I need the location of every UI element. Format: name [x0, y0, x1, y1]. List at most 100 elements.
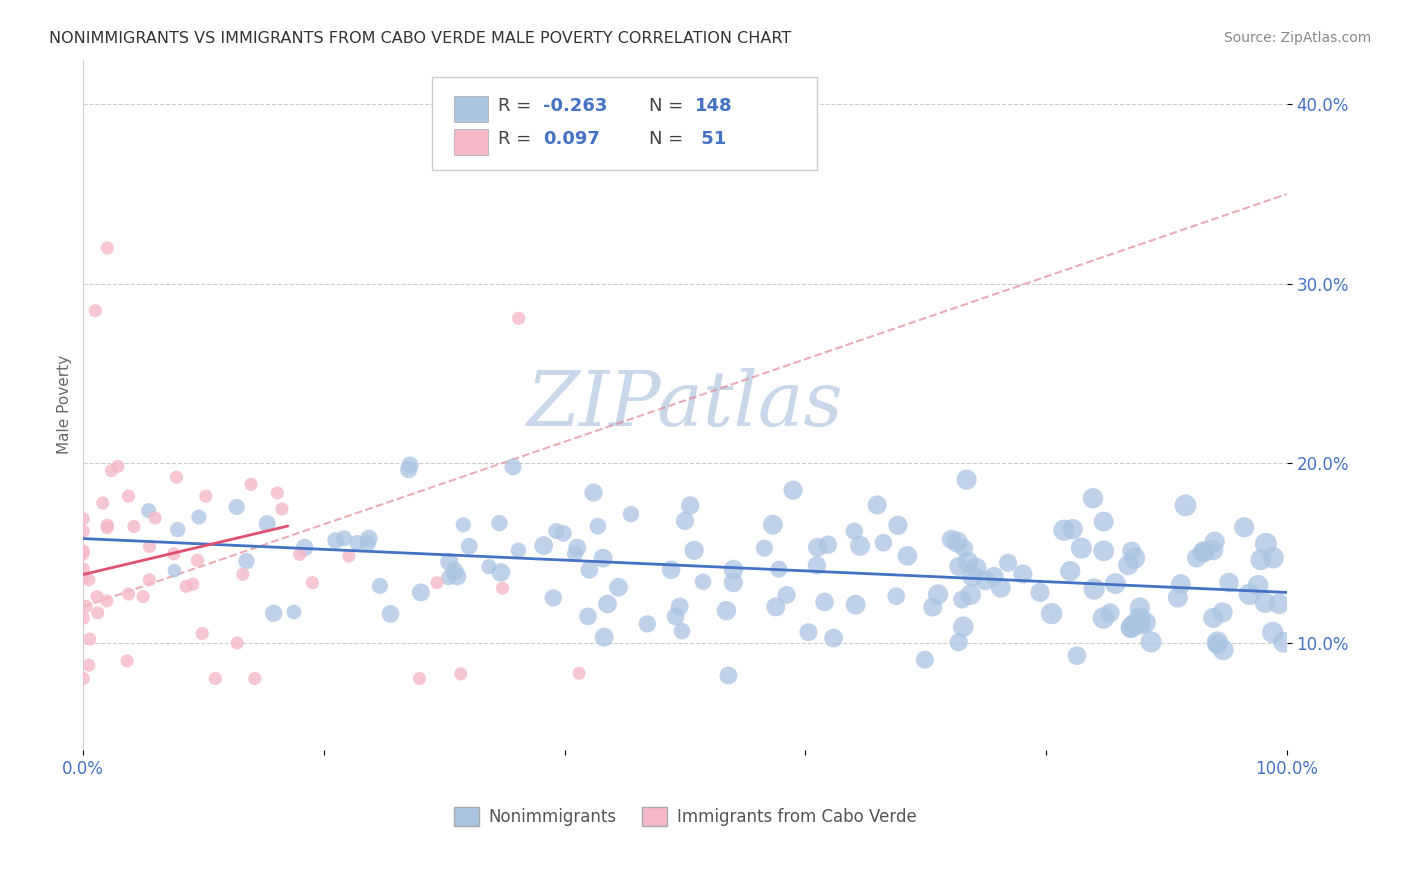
- Point: [117, 587, 139, 601]
- Point: [997, 556, 1019, 570]
- Point: [762, 517, 785, 532]
- Point: [952, 620, 974, 634]
- Point: [368, 579, 391, 593]
- Point: [974, 574, 997, 588]
- Point: [582, 485, 605, 500]
- Point: [96, 518, 118, 533]
- Point: [333, 531, 356, 545]
- Point: [409, 585, 432, 599]
- Point: [1247, 578, 1270, 592]
- Point: [1104, 576, 1126, 591]
- Point: [797, 625, 820, 640]
- Point: [1185, 550, 1208, 565]
- Point: [187, 510, 209, 524]
- Point: [962, 569, 984, 583]
- Point: [887, 518, 910, 533]
- Point: [717, 668, 740, 682]
- Point: [491, 581, 513, 595]
- Point: [553, 526, 575, 541]
- Point: [823, 631, 845, 645]
- Point: [586, 519, 609, 533]
- Point: [1122, 617, 1144, 632]
- FancyBboxPatch shape: [454, 95, 488, 122]
- Point: [138, 573, 160, 587]
- Point: [451, 517, 474, 532]
- Point: [117, 489, 139, 503]
- Point: [1123, 551, 1146, 566]
- Point: [723, 562, 745, 576]
- Point: [1040, 607, 1063, 621]
- Point: [72, 672, 94, 686]
- Point: [806, 558, 828, 573]
- Point: [489, 566, 512, 580]
- Legend: Nonimmigrants, Immigrants from Cabo Verde: Nonimmigrants, Immigrants from Cabo Verd…: [447, 800, 924, 832]
- Point: [266, 486, 288, 500]
- Point: [191, 626, 214, 640]
- Point: [844, 524, 866, 538]
- Point: [163, 564, 186, 578]
- Text: 51: 51: [695, 130, 725, 148]
- Text: ZIPatlas: ZIPatlas: [527, 368, 844, 442]
- Point: [478, 559, 501, 574]
- Point: [399, 458, 422, 472]
- Point: [1206, 635, 1229, 649]
- Point: [346, 536, 368, 550]
- Point: [1254, 596, 1277, 610]
- Point: [87, 606, 110, 620]
- Point: [1140, 635, 1163, 649]
- Point: [567, 541, 589, 555]
- Point: [543, 591, 565, 605]
- Point: [86, 590, 108, 604]
- Point: [659, 563, 682, 577]
- Point: [1254, 537, 1277, 551]
- Point: [325, 533, 347, 548]
- Text: N =: N =: [648, 130, 689, 148]
- Point: [1066, 648, 1088, 663]
- Point: [754, 541, 776, 556]
- Point: [271, 502, 294, 516]
- Point: [723, 575, 745, 590]
- Point: [75, 599, 97, 614]
- Point: [1133, 615, 1156, 630]
- Point: [72, 544, 94, 558]
- Point: [1129, 600, 1152, 615]
- Point: [132, 590, 155, 604]
- Point: [941, 533, 963, 547]
- Point: [636, 616, 658, 631]
- Point: [1194, 544, 1216, 558]
- Point: [1218, 575, 1240, 590]
- Point: [72, 547, 94, 561]
- Text: NONIMMIGRANTS VS IMMIGRANTS FROM CABO VERDE MALE POVERTY CORRELATION CHART: NONIMMIGRANTS VS IMMIGRANTS FROM CABO VE…: [49, 31, 792, 46]
- Point: [204, 672, 226, 686]
- Point: [143, 511, 166, 525]
- Point: [592, 551, 614, 566]
- Point: [439, 555, 461, 569]
- Point: [243, 672, 266, 686]
- Point: [446, 569, 468, 583]
- Point: [138, 540, 160, 554]
- Point: [866, 498, 889, 512]
- Point: [283, 605, 305, 619]
- Point: [122, 519, 145, 533]
- Point: [426, 575, 449, 590]
- Point: [1129, 618, 1152, 632]
- Point: [398, 462, 420, 476]
- Point: [443, 565, 465, 579]
- Point: [1192, 545, 1215, 559]
- Point: [884, 589, 907, 603]
- Point: [96, 594, 118, 608]
- Point: [1092, 515, 1115, 529]
- Point: [533, 539, 555, 553]
- Point: [1272, 635, 1295, 649]
- Point: [166, 523, 188, 537]
- Point: [596, 597, 619, 611]
- Point: [240, 477, 263, 491]
- Point: [679, 499, 702, 513]
- Point: [1053, 523, 1076, 537]
- Point: [813, 595, 835, 609]
- Point: [1128, 611, 1150, 625]
- Point: [72, 570, 94, 584]
- Point: [181, 577, 204, 591]
- Text: 148: 148: [695, 97, 733, 115]
- Point: [716, 604, 738, 618]
